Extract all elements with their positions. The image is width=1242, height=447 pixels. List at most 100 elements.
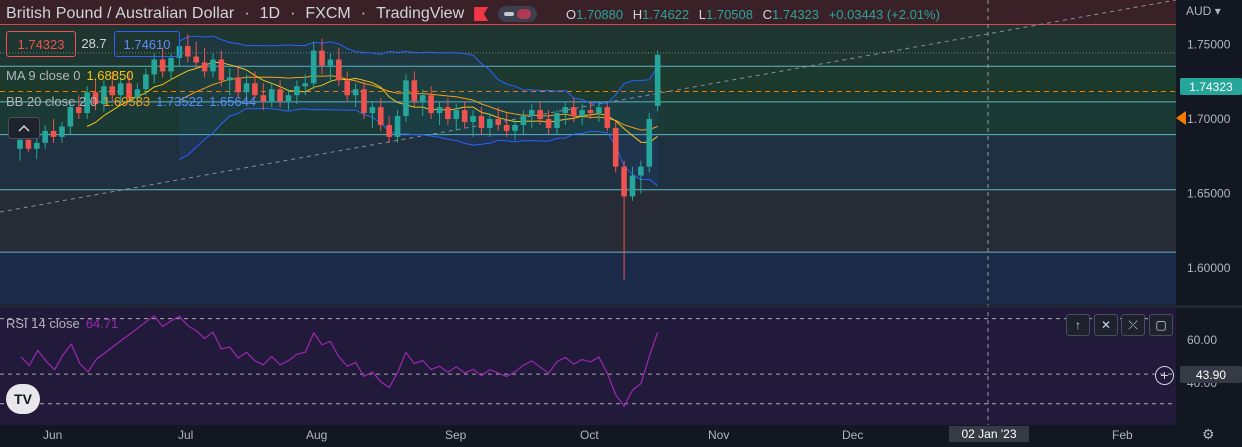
time-axis-panel bbox=[0, 425, 1242, 442]
candle-body bbox=[554, 113, 560, 128]
candle-body bbox=[42, 130, 48, 143]
candle-body bbox=[453, 110, 460, 120]
candle-body bbox=[445, 107, 451, 120]
maximize-icon[interactable]: ▢ bbox=[1149, 314, 1173, 336]
bb-fill bbox=[179, 36, 658, 186]
chevron-up-icon[interactable] bbox=[8, 117, 40, 139]
bb-label: BB 20 close 2 0 bbox=[6, 94, 98, 109]
rsi-legend[interactable]: RSI 14 close 64.71 bbox=[6, 316, 118, 331]
candle-body bbox=[394, 116, 401, 137]
change-value: +0.03443 (+2.01%) bbox=[828, 7, 940, 22]
exchange-label: FXCM bbox=[305, 5, 351, 22]
candle-body bbox=[579, 110, 585, 117]
bb-basis-value: 1.69583 bbox=[103, 94, 151, 109]
bb-lower-line bbox=[179, 107, 658, 187]
sell-price-box[interactable]: 1.74323 bbox=[6, 31, 76, 57]
flag-icon[interactable] bbox=[474, 7, 489, 21]
candle-body bbox=[17, 139, 23, 149]
candle-body bbox=[193, 56, 199, 63]
candle-body bbox=[495, 119, 502, 125]
interval-label[interactable]: 1D bbox=[259, 5, 281, 22]
high-label: H bbox=[632, 7, 643, 22]
rsi-line bbox=[20, 315, 659, 408]
currency-menu[interactable]: AUD ▾ bbox=[1186, 4, 1221, 18]
eye-toggle-icon[interactable] bbox=[498, 6, 538, 22]
spread-value: 28.7 bbox=[81, 35, 107, 51]
candle-body bbox=[201, 62, 208, 72]
rsi-tick-label: 60.00 bbox=[1187, 333, 1218, 347]
candle-body bbox=[562, 107, 569, 114]
candle-body bbox=[411, 80, 418, 102]
tradingview-logo-icon[interactable]: TV bbox=[6, 384, 40, 414]
candle-body bbox=[168, 58, 174, 72]
candle-body bbox=[570, 107, 577, 117]
candle-body bbox=[310, 50, 317, 84]
crosshair-date-tag: 02 Jan '23 bbox=[949, 426, 1029, 442]
candle-body bbox=[596, 107, 602, 114]
source-label: TradingView bbox=[376, 5, 465, 22]
candle-body bbox=[117, 83, 124, 96]
candle-body bbox=[629, 175, 636, 197]
candle-body bbox=[143, 74, 149, 90]
collapse-icon[interactable]: ⤫ bbox=[1121, 314, 1145, 336]
candle-body bbox=[126, 83, 132, 99]
candle-body bbox=[101, 86, 107, 105]
current-price-marker bbox=[1176, 111, 1186, 125]
symbol-name[interactable]: British Pound / Australian Dollar bbox=[6, 5, 235, 22]
open-value: 1.70880 bbox=[576, 7, 624, 22]
candle-body bbox=[294, 86, 300, 96]
candle-body bbox=[478, 116, 485, 128]
time-tick-label: Jun bbox=[43, 428, 62, 442]
gear-icon[interactable]: ⚙ bbox=[1202, 426, 1215, 442]
open-label: O bbox=[566, 7, 577, 22]
ma-label: MA 9 close 0 bbox=[6, 68, 81, 83]
time-tick-label: Dec bbox=[842, 428, 863, 442]
candle-body bbox=[487, 119, 493, 128]
candle-body bbox=[419, 95, 426, 102]
low-value: 1.70508 bbox=[706, 7, 753, 22]
candle-body bbox=[621, 166, 627, 197]
ma-value: 1.68850 bbox=[86, 68, 134, 83]
level-zone bbox=[0, 252, 1176, 305]
candle-body bbox=[654, 54, 661, 106]
candle-body bbox=[159, 59, 166, 72]
candle-body bbox=[369, 107, 376, 114]
candle-body bbox=[277, 89, 283, 102]
currency-label: AUD bbox=[1186, 4, 1212, 18]
candle-body bbox=[503, 124, 510, 131]
candle-body bbox=[512, 124, 518, 131]
candle-body bbox=[638, 166, 644, 176]
price-tick-label: 1.60000 bbox=[1187, 261, 1231, 275]
candle-body bbox=[344, 80, 351, 96]
candle-body bbox=[361, 89, 367, 114]
arrow-up-icon[interactable]: ↑ bbox=[1066, 314, 1090, 336]
candle-body bbox=[67, 107, 74, 127]
level-zone bbox=[0, 66, 1176, 102]
candle-body bbox=[210, 59, 216, 72]
close-icon[interactable]: ✕ bbox=[1094, 314, 1118, 336]
plus-circle-icon[interactable]: + bbox=[1155, 366, 1174, 385]
buy-price-box[interactable]: 1.74610 bbox=[114, 31, 180, 57]
candle-body bbox=[646, 119, 653, 167]
trend-line bbox=[0, 0, 1177, 213]
time-tick-label: Sep bbox=[445, 428, 467, 442]
ma-legend[interactable]: MA 9 close 0 1.68850 bbox=[6, 68, 133, 83]
candle-body bbox=[428, 95, 434, 114]
bb-basis-line bbox=[179, 75, 658, 131]
candle-body bbox=[235, 77, 241, 93]
symbol-separator: · bbox=[360, 5, 367, 22]
candle-body bbox=[33, 142, 40, 149]
candle-body bbox=[587, 110, 594, 114]
candle-body bbox=[377, 107, 384, 125]
time-tick-label: Nov bbox=[708, 428, 729, 442]
time-tick-label: Feb bbox=[1112, 428, 1133, 442]
candle-body bbox=[243, 83, 250, 93]
ohlc-readout: O1.70880 H1.74622 L1.70508 C1.74323 +0.0… bbox=[566, 7, 946, 22]
candle-body bbox=[252, 83, 258, 96]
bb-legend[interactable]: BB 20 close 2 0 1.69583 1.73522 1.65644 bbox=[6, 94, 256, 109]
candle-body bbox=[302, 83, 309, 87]
close-value: 1.74323 bbox=[772, 7, 820, 22]
time-tick-label: Oct bbox=[580, 428, 599, 442]
price-tick-label: 1.75000 bbox=[1187, 38, 1231, 52]
